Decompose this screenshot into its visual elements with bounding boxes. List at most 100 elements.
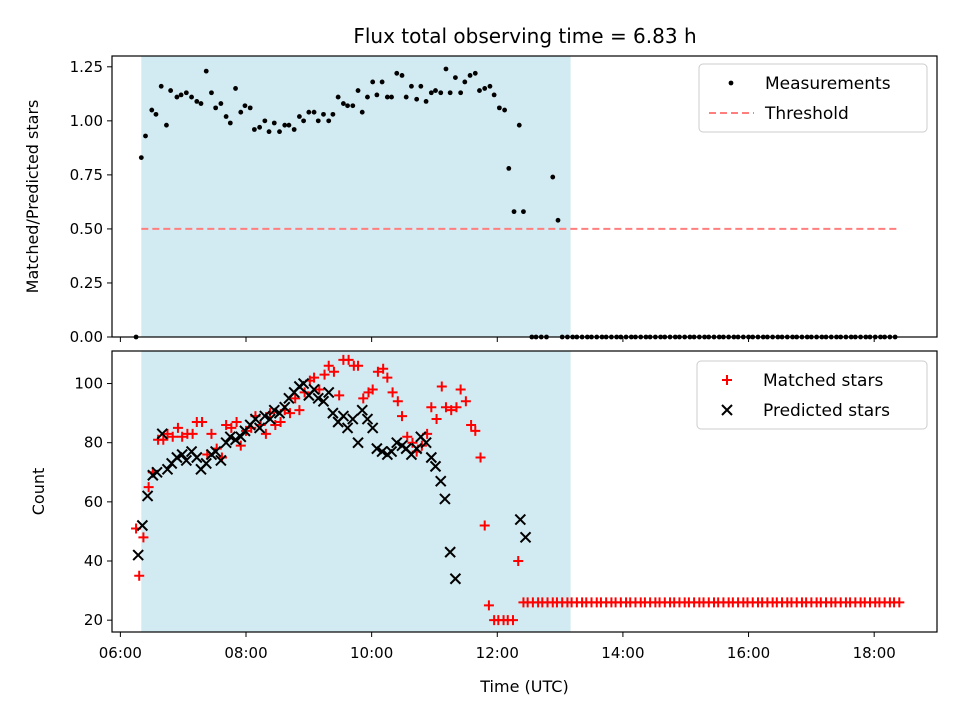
measurement-point — [447, 90, 453, 96]
matched-star-point — [894, 597, 905, 608]
predicted-star-point — [171, 451, 183, 464]
measurement-point — [189, 94, 194, 100]
measurement-point — [178, 92, 184, 98]
observing-window-shade — [141, 56, 571, 337]
measurement-point — [209, 90, 214, 96]
matched-star-point — [378, 363, 389, 374]
measurement-point — [257, 124, 263, 130]
legend-marker-matched — [722, 375, 732, 385]
measurement-point — [153, 111, 159, 117]
measurement-point — [158, 83, 164, 89]
measurement-point — [379, 79, 385, 85]
measurement-point — [409, 83, 414, 89]
matched-star-point — [470, 425, 481, 436]
matched-star-point — [431, 414, 442, 425]
count-legend: Matched stars Predicted stars — [696, 360, 928, 430]
measurement-point — [487, 83, 493, 89]
measurement-point — [511, 209, 517, 215]
measurement-point — [550, 174, 556, 180]
matched-star-point — [402, 431, 413, 442]
predicted-star-point — [420, 436, 432, 449]
measurement-point — [194, 98, 200, 104]
matched-star-point — [382, 372, 393, 383]
measurement-point — [223, 114, 229, 119]
legend-marker-measurements — [728, 80, 734, 86]
count-axes-frame — [111, 350, 938, 633]
matched-star-point — [167, 431, 178, 442]
measurement-point — [345, 103, 350, 109]
legend-label-measurements: Measurements — [765, 74, 891, 94]
matched-star-point — [172, 422, 183, 433]
matched-star-point — [455, 384, 466, 395]
measurement-point — [198, 101, 204, 106]
matched-star-point — [275, 416, 286, 427]
y-tick-label: 0.00 — [70, 328, 103, 346]
x-tick-label: 12:00 — [476, 644, 519, 662]
matched-star-point — [392, 396, 403, 407]
predicted-star-point — [161, 463, 174, 476]
predicted-star-point — [356, 404, 368, 416]
measurement-point — [403, 94, 409, 100]
matched-star-point — [231, 416, 242, 427]
measurement-point — [477, 88, 482, 93]
predicted-star-point — [514, 513, 527, 526]
measurement-point — [414, 96, 420, 102]
time-x-label: Time (UTC) — [479, 677, 568, 696]
matched-star-point — [226, 422, 237, 433]
legend-marker-predicted — [721, 404, 733, 416]
measurement-point — [262, 118, 268, 124]
measurement-point — [462, 79, 468, 85]
observing-window-shade — [141, 351, 571, 632]
matched-star-point — [343, 354, 354, 365]
matched-star-point — [372, 366, 383, 377]
matched-star-point — [206, 428, 217, 439]
measurement-point — [350, 103, 356, 109]
count-y-label: Count — [29, 468, 48, 516]
matched-star-point — [290, 393, 301, 404]
measurement-point — [168, 88, 174, 93]
x-tick-label: 14:00 — [601, 644, 644, 662]
measurement-point — [143, 133, 148, 139]
measurement-point — [365, 94, 370, 100]
predicted-star-point — [268, 404, 280, 416]
x-tick-label: 08:00 — [224, 644, 267, 662]
predicted-star-point — [435, 475, 447, 487]
y-tick-label: 20 — [84, 611, 103, 629]
matched-star-point — [235, 440, 246, 451]
matched-star-point — [138, 532, 149, 543]
measurement-point — [247, 105, 253, 111]
y-tick-label: 0.50 — [70, 220, 103, 238]
predicted-star-point — [439, 493, 451, 505]
predicted-star-point — [249, 413, 262, 425]
predicted-star-point — [317, 395, 330, 407]
y-tick-label: 100 — [74, 375, 103, 393]
measurement-point — [306, 109, 312, 115]
x-tick-label: 16:00 — [727, 644, 770, 662]
matched-star-point — [294, 405, 305, 416]
x-tick-label: 18:00 — [853, 644, 896, 662]
predicted-star-point — [229, 434, 242, 446]
measurement-point — [164, 122, 169, 128]
legend-label-predicted: Predicted stars — [763, 401, 890, 421]
matched-star-point — [260, 428, 271, 439]
matched-star-point — [221, 419, 232, 430]
y-tick-label: 0.25 — [70, 274, 103, 292]
measurement-point — [433, 88, 438, 93]
measurement-point — [506, 166, 512, 171]
matched-star-point — [460, 396, 471, 407]
count-panel: 20 40 60 80 100 06:00 08:00 10:00 12:00 14:00 16:… — [29, 350, 938, 696]
predicted-star-point — [337, 410, 350, 422]
measurement-point — [521, 209, 526, 215]
predicted-star-point — [141, 490, 154, 502]
predicted-star-point — [444, 546, 456, 558]
matched-star-point — [143, 482, 154, 493]
matched-star-point — [446, 405, 457, 416]
measurement-point — [359, 109, 365, 115]
measurement-point — [183, 90, 189, 96]
legend-label-matched: Matched stars — [763, 371, 883, 391]
predicted-star-point — [308, 383, 320, 396]
measurement-point — [355, 88, 361, 93]
predicted-star-point — [209, 445, 222, 458]
matched-star-point — [407, 437, 418, 448]
predicted-star-point — [327, 407, 339, 419]
